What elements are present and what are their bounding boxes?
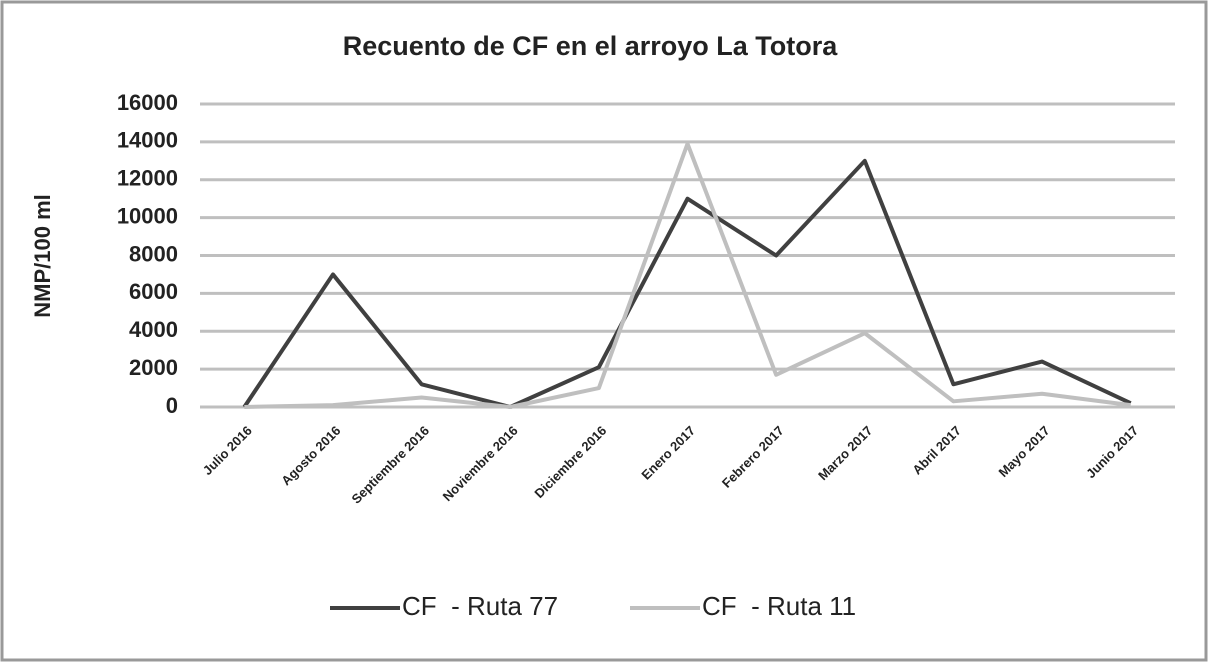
y-tick-label: 10000 xyxy=(117,203,178,228)
y-axis-label: NMP/100 ml xyxy=(30,194,55,318)
y-tick-label: 0 xyxy=(166,393,178,418)
series-line xyxy=(242,158,1132,409)
chart-title: Recuento de CF en el arroyo La Totora xyxy=(343,31,839,61)
y-tick-label: 16000 xyxy=(117,90,178,115)
y-tick-label: 14000 xyxy=(117,128,178,153)
series-line xyxy=(244,141,1131,409)
y-tick-label: 12000 xyxy=(117,166,178,191)
y-tick-label: 8000 xyxy=(129,241,178,266)
y-tick-label: 6000 xyxy=(129,279,178,304)
y-tick-label: 4000 xyxy=(129,317,178,342)
legend-label: CF - Ruta 11 xyxy=(702,591,856,621)
legend-label: CF - Ruta 77 xyxy=(402,591,558,621)
y-tick-label: 2000 xyxy=(129,355,178,380)
